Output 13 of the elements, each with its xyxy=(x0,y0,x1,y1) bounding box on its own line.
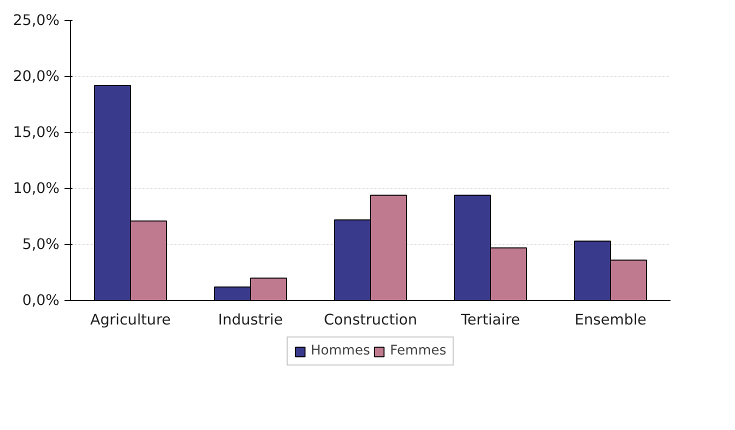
y-tick-label: 20,0% xyxy=(12,68,60,85)
legend-label: Hommes xyxy=(310,344,370,358)
x-tick-label: Industrie xyxy=(218,312,283,328)
x-tick-label: Construction xyxy=(324,312,418,328)
y-tick-label: 0,0% xyxy=(22,292,60,309)
y-tick-label: 5,0% xyxy=(22,236,60,253)
legend-label: Femmes xyxy=(390,344,446,358)
x-tick-label: Ensemble xyxy=(574,312,646,328)
y-tick-label: 15,0% xyxy=(12,124,60,141)
x-tick-label: Tertiaire xyxy=(460,312,520,328)
x-tick-label: Agriculture xyxy=(90,312,171,328)
y-tick-label: 10,0% xyxy=(12,180,60,197)
y-tick-label: 25,0% xyxy=(12,12,60,29)
